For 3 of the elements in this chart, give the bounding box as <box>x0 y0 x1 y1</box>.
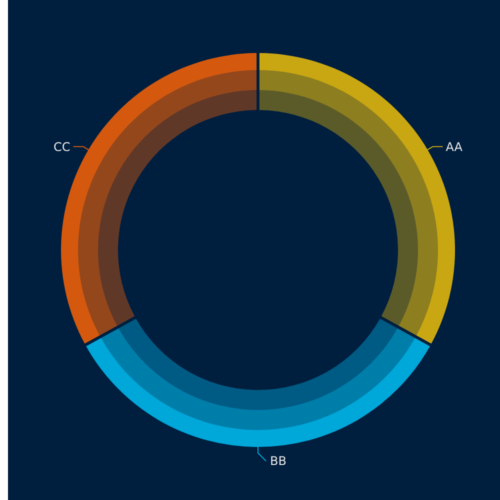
slice-label: BB <box>270 454 286 468</box>
slice-label: AA <box>446 140 464 154</box>
slice-label: CC <box>54 140 70 154</box>
